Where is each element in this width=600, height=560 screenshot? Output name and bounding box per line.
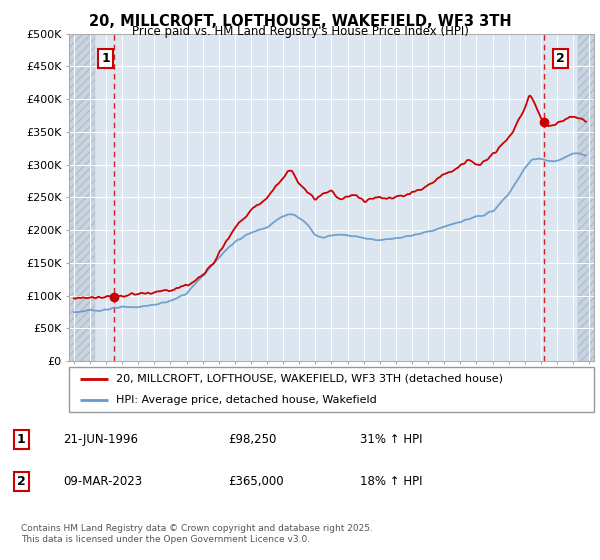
Text: £98,250: £98,250 <box>228 433 277 446</box>
Text: HPI: Average price, detached house, Wakefield: HPI: Average price, detached house, Wake… <box>116 394 377 404</box>
FancyBboxPatch shape <box>69 367 594 412</box>
Text: 31% ↑ HPI: 31% ↑ HPI <box>360 433 422 446</box>
Text: 18% ↑ HPI: 18% ↑ HPI <box>360 475 422 488</box>
Text: 20, MILLCROFT, LOFTHOUSE, WAKEFIELD, WF3 3TH: 20, MILLCROFT, LOFTHOUSE, WAKEFIELD, WF3… <box>89 14 511 29</box>
Text: Price paid vs. HM Land Registry's House Price Index (HPI): Price paid vs. HM Land Registry's House … <box>131 25 469 38</box>
Text: 2: 2 <box>17 475 25 488</box>
Text: 1: 1 <box>101 52 110 65</box>
Text: 2: 2 <box>556 52 565 65</box>
Text: 1: 1 <box>17 433 25 446</box>
Text: Contains HM Land Registry data © Crown copyright and database right 2025.
This d: Contains HM Land Registry data © Crown c… <box>21 524 373 544</box>
Text: 20, MILLCROFT, LOFTHOUSE, WAKEFIELD, WF3 3TH (detached house): 20, MILLCROFT, LOFTHOUSE, WAKEFIELD, WF3… <box>116 374 503 384</box>
Text: 09-MAR-2023: 09-MAR-2023 <box>63 475 142 488</box>
Text: 21-JUN-1996: 21-JUN-1996 <box>63 433 138 446</box>
Text: £365,000: £365,000 <box>228 475 284 488</box>
